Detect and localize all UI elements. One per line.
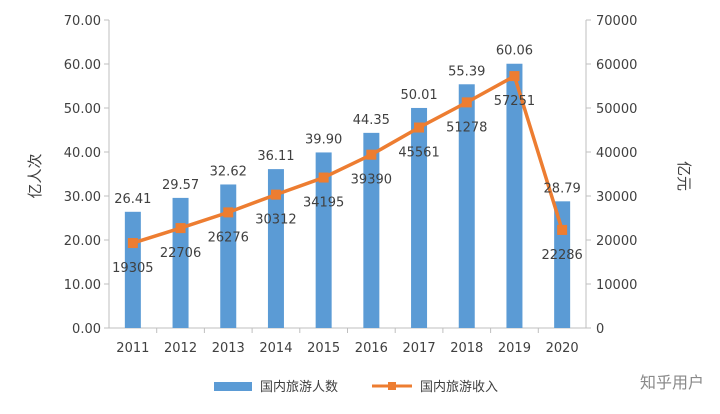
line-value-label: 26276 bbox=[208, 230, 249, 245]
bar-value-label: 32.62 bbox=[210, 164, 247, 179]
labels-layer: 26.41 29.57 32.62 36.11 39.90 44.35 50.01 55.39… bbox=[112, 44, 583, 276]
x-tick-label: 2018 bbox=[450, 341, 483, 356]
line-value-label: 34195 bbox=[303, 196, 344, 211]
bar bbox=[267, 169, 284, 328]
line-layer bbox=[127, 71, 568, 249]
x-tick-label: 2014 bbox=[259, 341, 292, 356]
line-point bbox=[223, 207, 234, 218]
left-tick-label: 10.00 bbox=[64, 278, 101, 293]
line-point bbox=[270, 189, 281, 200]
line-point bbox=[509, 71, 520, 82]
line-value-label: 39390 bbox=[351, 173, 392, 188]
line-point bbox=[461, 97, 472, 108]
legend: 国内旅游人数 国内旅游收入 bbox=[214, 379, 498, 395]
bar-value-label: 29.57 bbox=[162, 178, 199, 193]
revenue-line bbox=[132, 74, 564, 245]
x-tick-label: 2016 bbox=[355, 341, 388, 356]
bar-value-label: 50.01 bbox=[400, 88, 437, 103]
right-tick-label: 40000 bbox=[596, 146, 637, 161]
x-tick-label: 2013 bbox=[212, 341, 245, 356]
bar-value-label: 39.90 bbox=[305, 132, 342, 147]
line-value-label: 51278 bbox=[446, 120, 487, 135]
line-point bbox=[127, 238, 138, 249]
bar-value-label: 28.79 bbox=[544, 181, 581, 196]
bar bbox=[458, 84, 475, 328]
legend-label-line: 国内旅游收入 bbox=[420, 379, 498, 395]
bar bbox=[554, 201, 571, 328]
left-tick-label: 70.00 bbox=[64, 14, 101, 29]
bar bbox=[315, 152, 332, 328]
x-tick-label: 2017 bbox=[403, 341, 436, 356]
line-point bbox=[366, 149, 377, 160]
left-tick-label: 50.00 bbox=[64, 102, 101, 117]
left-tick-label: 20.00 bbox=[64, 234, 101, 249]
line-point bbox=[557, 224, 568, 235]
left-tick-label: 0.00 bbox=[72, 322, 101, 337]
legend-swatch-bars bbox=[214, 382, 252, 391]
x-tick-label: 2020 bbox=[546, 341, 579, 356]
legend-swatch-marker bbox=[388, 382, 396, 390]
bar bbox=[506, 63, 523, 329]
x-tick-label: 2012 bbox=[164, 341, 197, 356]
bar-value-label: 60.06 bbox=[496, 44, 533, 59]
bar bbox=[220, 184, 237, 328]
bar-value-label: 55.39 bbox=[448, 64, 485, 79]
left-axis-title: 亿人次 bbox=[26, 153, 44, 198]
bar-value-label: 36.11 bbox=[257, 149, 294, 164]
x-tick-label: 2011 bbox=[116, 341, 149, 356]
line-point bbox=[175, 223, 186, 234]
line-value-label: 45561 bbox=[398, 146, 439, 161]
line-point bbox=[414, 122, 425, 133]
line-point bbox=[318, 172, 329, 183]
left-tick-label: 30.00 bbox=[64, 190, 101, 205]
bar bbox=[411, 107, 428, 329]
line-value-label: 30312 bbox=[255, 213, 296, 228]
right-tick-label: 10000 bbox=[596, 278, 637, 293]
right-tick-label: 0 bbox=[596, 322, 604, 337]
right-tick-label: 30000 bbox=[596, 190, 637, 205]
right-tick-label: 50000 bbox=[596, 102, 637, 117]
bar bbox=[172, 197, 189, 328]
line-value-label: 19305 bbox=[112, 261, 153, 276]
right-axis-title: 亿元 bbox=[675, 161, 693, 191]
bar bbox=[363, 132, 380, 328]
right-tick-label: 70000 bbox=[596, 14, 637, 29]
x-tick-label: 2015 bbox=[307, 341, 340, 356]
watermark: 知乎用户 bbox=[640, 373, 704, 392]
axes-layer: 0.00 10.00 20.00 30.00 40.00 50.00 60.00 70.00 0… bbox=[64, 14, 638, 356]
right-tick-label: 60000 bbox=[596, 58, 637, 73]
line-value-label: 22706 bbox=[160, 246, 201, 261]
bar-value-label: 44.35 bbox=[353, 113, 390, 128]
right-tick-label: 20000 bbox=[596, 234, 637, 249]
line-value-label: 22286 bbox=[541, 248, 582, 263]
left-tick-label: 60.00 bbox=[64, 58, 101, 73]
bar-value-label: 26.41 bbox=[114, 192, 151, 207]
left-tick-label: 40.00 bbox=[64, 146, 101, 161]
line-value-label: 57251 bbox=[494, 94, 535, 109]
legend-label-bars: 国内旅游人数 bbox=[260, 379, 338, 395]
x-tick-label: 2019 bbox=[498, 341, 531, 356]
